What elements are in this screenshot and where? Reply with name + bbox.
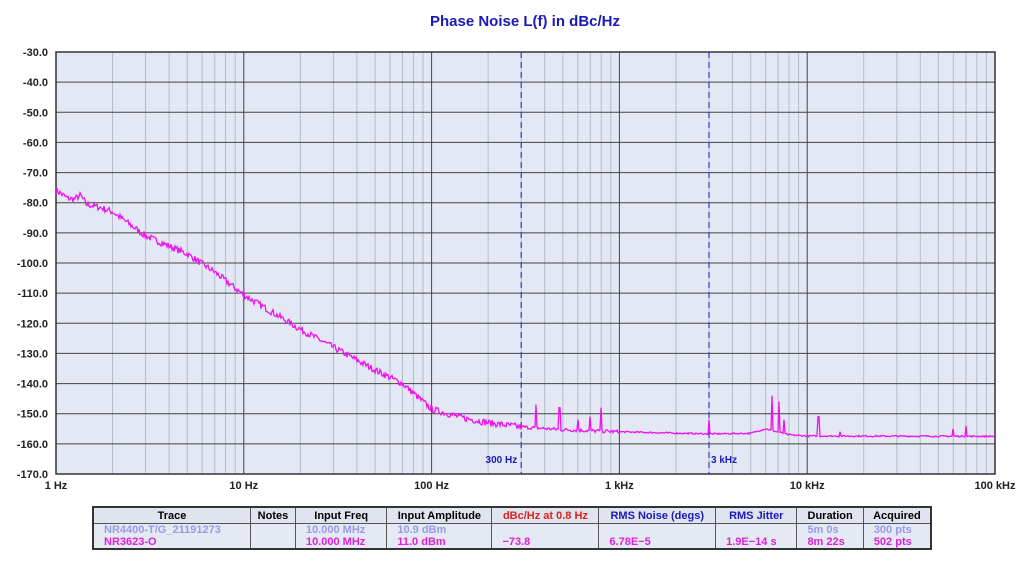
cell-value [261, 524, 285, 536]
table-cell: NR4400-T/G_21191273 NR3623-O [92, 523, 251, 549]
table-cell: 10.000 MHz 10.000 MHz [294, 523, 388, 549]
y-tick-label: -110.0 [17, 288, 48, 300]
y-tick-label: -40.0 [23, 77, 48, 89]
phase-noise-chart: -30.0 -40.0 -50.0 -60.0 -70.0 -80.0 -90.0 -100.… [17, 47, 1016, 492]
trace-table: Trace Notes Input Freq Input Amplitude dBc/H… [92, 506, 932, 550]
cell-value: 10.000 MHz [305, 536, 366, 548]
column-header: Input Amplitude [386, 506, 493, 524]
x-tick-label: 10 Hz [229, 480, 258, 492]
cell-value: 8m 22s [807, 536, 845, 548]
cell-value: 300 pts [873, 524, 912, 536]
table-cell: 10.9 dBm 11.0 dBm [386, 523, 493, 549]
cell-value: 10.000 MHz [305, 524, 366, 536]
cell-value [261, 536, 285, 548]
table-cell: 6.78E−5 [598, 523, 717, 549]
y-tick-label: -170.0 [17, 469, 48, 481]
table-cell: 1.9E−14 s [715, 523, 798, 549]
y-tick-label: -160.0 [17, 439, 48, 451]
column-header: Notes [249, 506, 296, 524]
cell-value: 5m 0s [807, 524, 839, 536]
x-tick-label: 1 Hz [45, 480, 68, 492]
cell-value: NR4400-T/G_21191273 [104, 524, 221, 536]
column-header: Acquired [862, 506, 932, 524]
y-tick-label: -90.0 [23, 228, 48, 240]
y-tick-label: -80.0 [23, 198, 48, 210]
table-cell: −73.8 [491, 523, 600, 549]
cell-value: 502 pts [873, 536, 912, 548]
rms-marker-label: 3 kHz [711, 455, 737, 466]
trace-line [55, 187, 996, 439]
cell-value: NR3623-O [104, 536, 157, 548]
chart-title: Phase Noise L(f) in dBc/Hz [429, 13, 621, 30]
cell-value: −73.8 [502, 536, 531, 548]
column-header: dBc/Hz at 0.8 Hz [491, 506, 600, 524]
table-cell: 5m 0s 8m 22s [796, 523, 864, 549]
column-header: Input Freq [294, 506, 388, 524]
column-header: Trace [92, 506, 251, 524]
y-tick-label: -50.0 [23, 107, 48, 119]
table-cell [249, 523, 296, 549]
y-tick-label: -120.0 [17, 318, 48, 330]
cell-value [609, 524, 705, 536]
cell-value: 6.78E−5 [609, 536, 651, 548]
cell-value: 10.9 dBm [397, 524, 447, 536]
plot-border [55, 51, 996, 475]
y-tick-label: -70.0 [23, 168, 48, 180]
table-row: NR4400-T/G_21191273 NR3623-O 10.000 MHz 10… [92, 523, 932, 549]
cell-value: 11.0 dBm [397, 536, 446, 548]
rms-marker-label: 300 Hz [486, 455, 518, 466]
y-tick-label: -140.0 [17, 379, 48, 391]
y-tick-label: -150.0 [17, 409, 48, 421]
cell-value [726, 524, 786, 536]
x-tick-label: 1 kHz [605, 480, 634, 492]
x-tick-label: 100 Hz [414, 480, 449, 492]
column-header: RMS Jitter [715, 506, 798, 524]
column-header: RMS Noise (degs) [598, 506, 717, 524]
table-cell: 300 pts 502 pts [862, 523, 932, 549]
y-tick-label: -130.0 [17, 348, 48, 360]
y-tick-label: -100.0 [17, 258, 48, 270]
y-tick-label: -60.0 [23, 137, 48, 149]
cell-value [502, 524, 588, 536]
x-tick-label: 100 kHz [975, 480, 1016, 492]
x-tick-label: 10 kHz [790, 480, 825, 492]
column-header: Duration [796, 506, 864, 524]
y-tick-label: -30.0 [23, 47, 48, 59]
cell-value: 1.9E−14 s [726, 536, 777, 548]
